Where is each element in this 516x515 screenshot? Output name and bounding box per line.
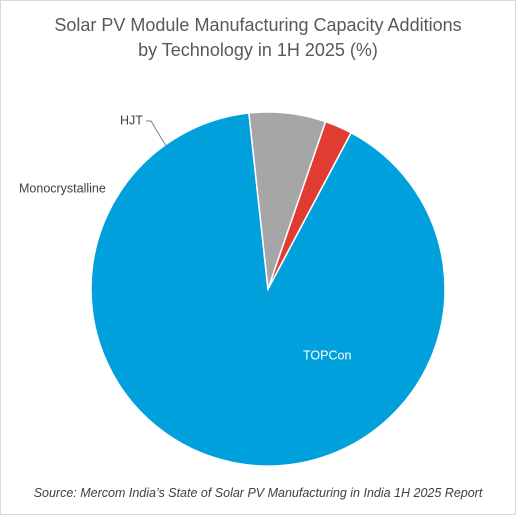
- chart-title-line-2: by Technology in 1H 2025 (%): [138, 40, 378, 60]
- leader-line-hjt: [146, 120, 167, 147]
- pie-slice-topcon: [90, 112, 446, 467]
- chart-title: Solar PV Module Manufacturing Capacity A…: [0, 13, 516, 63]
- chart-title-line-1: Solar PV Module Manufacturing Capacity A…: [54, 15, 462, 35]
- data-label-monocrystalline: Monocrystalline: [19, 181, 106, 195]
- source-note: Source: Mercom India’s State of Solar PV…: [33, 486, 483, 500]
- pie-slice-hjt: [267, 120, 353, 290]
- data-label-topcon: TOPCon: [303, 348, 351, 362]
- data-label-hjt: HJT: [120, 113, 143, 127]
